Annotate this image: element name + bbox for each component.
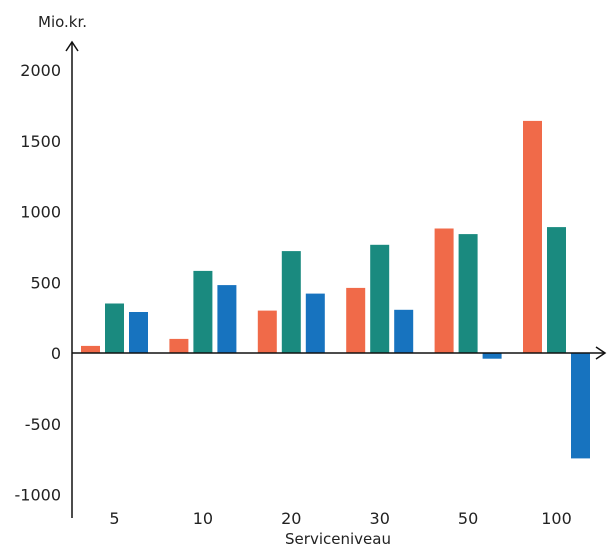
y-axis-label: Mio.kr. xyxy=(38,13,87,31)
bar-s3-30 xyxy=(394,309,414,353)
y-tick-label: 0 xyxy=(51,344,61,363)
bar-s1-50 xyxy=(434,228,454,353)
bars-group xyxy=(81,120,590,459)
bar-s2-5 xyxy=(105,303,124,353)
bar-s2-20 xyxy=(281,251,301,353)
bar-s3-5 xyxy=(129,312,148,353)
bar-s2-30 xyxy=(370,244,390,353)
bar-s1-100 xyxy=(523,120,542,354)
x-tick-label: 50 xyxy=(458,509,478,528)
y-tick-label: 2000 xyxy=(20,61,61,80)
bar-s3-20 xyxy=(305,293,325,353)
bar-s1-10 xyxy=(169,338,189,353)
y-tick-label: -500 xyxy=(25,415,61,434)
bar-s1-5 xyxy=(81,345,100,353)
y-tick-labels: 2000 1500 1000 500 0 -500 -1000 xyxy=(15,61,62,505)
x-tick-label: 5 xyxy=(109,509,119,528)
y-axis-arrow xyxy=(65,40,79,52)
x-tick-label: 20 xyxy=(281,509,301,528)
x-axis-arrow xyxy=(595,346,607,360)
x-tick-labels: 5 10 20 30 50 100 xyxy=(109,509,571,528)
x-tick-label: 30 xyxy=(370,509,390,528)
y-tick-label: -1000 xyxy=(15,486,62,505)
bar-s1-20 xyxy=(257,310,277,353)
bar-s3-50 xyxy=(482,353,502,359)
y-tick-label: 1000 xyxy=(20,203,61,222)
bar-s3-10 xyxy=(217,285,237,353)
y-tick-label: 1500 xyxy=(20,132,61,151)
bar-s3-100 xyxy=(571,353,590,459)
y-tick-label: 500 xyxy=(30,273,61,292)
bar-s2-100 xyxy=(547,227,566,353)
bar-s2-50 xyxy=(458,234,478,353)
bar-s2-10 xyxy=(193,270,213,353)
x-tick-label: 100 xyxy=(541,509,572,528)
x-axis-label: Serviceniveau xyxy=(285,530,391,548)
x-tick-label: 10 xyxy=(193,509,213,528)
bar-s1-30 xyxy=(346,287,366,353)
